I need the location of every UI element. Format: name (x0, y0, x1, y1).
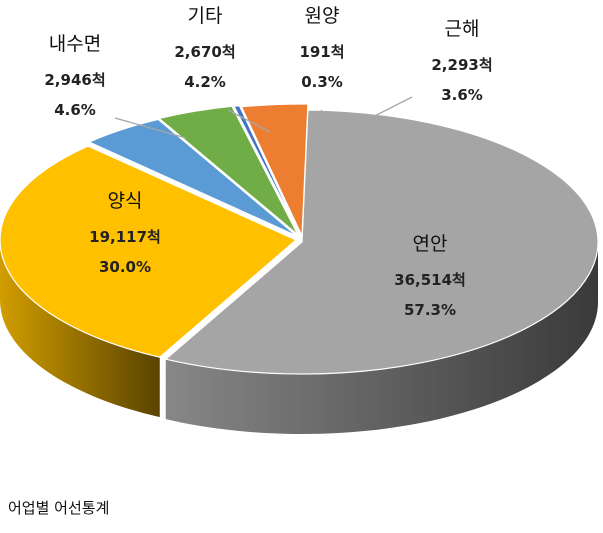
slice-0-name-text: 연안 (413, 233, 448, 255)
slice-3-percent-text: 4.2% (184, 73, 226, 91)
leader-lines (114, 96, 413, 139)
slice-1-label: 양식 19,117척 30.0% (89, 190, 161, 276)
slice-5-leader (344, 96, 413, 132)
slice-0 (164, 109, 599, 375)
slice-1-percent-text: 30.0% (99, 258, 151, 276)
slice-4-leader (307, 109, 323, 129)
slice-3-value-text: 2,670척 (174, 43, 235, 61)
slice-3-name-text: 기타 (188, 5, 223, 27)
slice-0-label: 연안 36,514척 57.3% (394, 233, 466, 319)
slice-1-name-text: 양식 (108, 190, 143, 212)
slice-3-leader (227, 109, 271, 133)
pie-side-walls (0, 240, 598, 435)
chart-caption: 어업별 어선통계 (8, 499, 110, 517)
slice-4-label: 원양 191척 0.3% (299, 5, 344, 91)
slice-0-value-text: 36,514척 (394, 271, 466, 289)
slice-1 (0, 145, 298, 358)
slice-2-label: 내수면 2,946척 4.6% (44, 33, 105, 119)
slice-3 (157, 105, 299, 236)
slice-5-value-text: 2,293척 (431, 56, 492, 74)
slice-5-name-text: 근해 (445, 18, 480, 40)
slice-labels: 연안 36,514척 57.3% 양식 19,117척 30.0% 내수면 2,946척 4.6… (44, 5, 492, 319)
slice-2 (87, 118, 298, 237)
slice-0-percent-text: 57.3% (404, 301, 456, 319)
slice-2-leader (114, 117, 187, 139)
slice-5 (240, 103, 309, 237)
pie-slices (0, 103, 599, 375)
slice-5-percent-text: 3.6% (441, 86, 483, 104)
slice-1-side (0, 240, 160, 418)
slice-4-value-text: 191척 (299, 43, 344, 61)
slice-1-value-text: 19,117척 (89, 228, 161, 246)
slice-4 (233, 105, 301, 236)
slice-2-name-text: 내수면 (49, 33, 101, 55)
slice-3-label: 기타 2,670척 4.2% (174, 5, 235, 91)
slice-2-percent-text: 4.6% (54, 101, 96, 119)
slice-5-label: 근해 2,293척 3.6% (431, 18, 492, 104)
slice-4-name-text: 원양 (305, 5, 340, 27)
slice-0-side (165, 242, 598, 435)
slice-4-percent-text: 0.3% (301, 73, 343, 91)
slice-2-value-text: 2,946척 (44, 71, 105, 89)
